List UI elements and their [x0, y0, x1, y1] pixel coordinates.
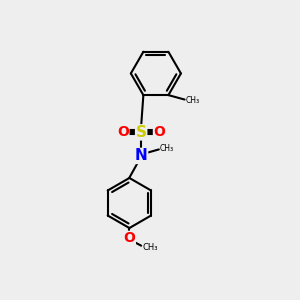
Text: O: O [117, 125, 129, 139]
Text: N: N [135, 148, 148, 164]
Text: O: O [124, 231, 135, 245]
Text: CH₃: CH₃ [160, 144, 174, 153]
Text: CH₃: CH₃ [142, 243, 158, 252]
Text: S: S [136, 125, 147, 140]
Text: CH₃: CH₃ [185, 96, 200, 105]
Text: O: O [154, 125, 165, 139]
